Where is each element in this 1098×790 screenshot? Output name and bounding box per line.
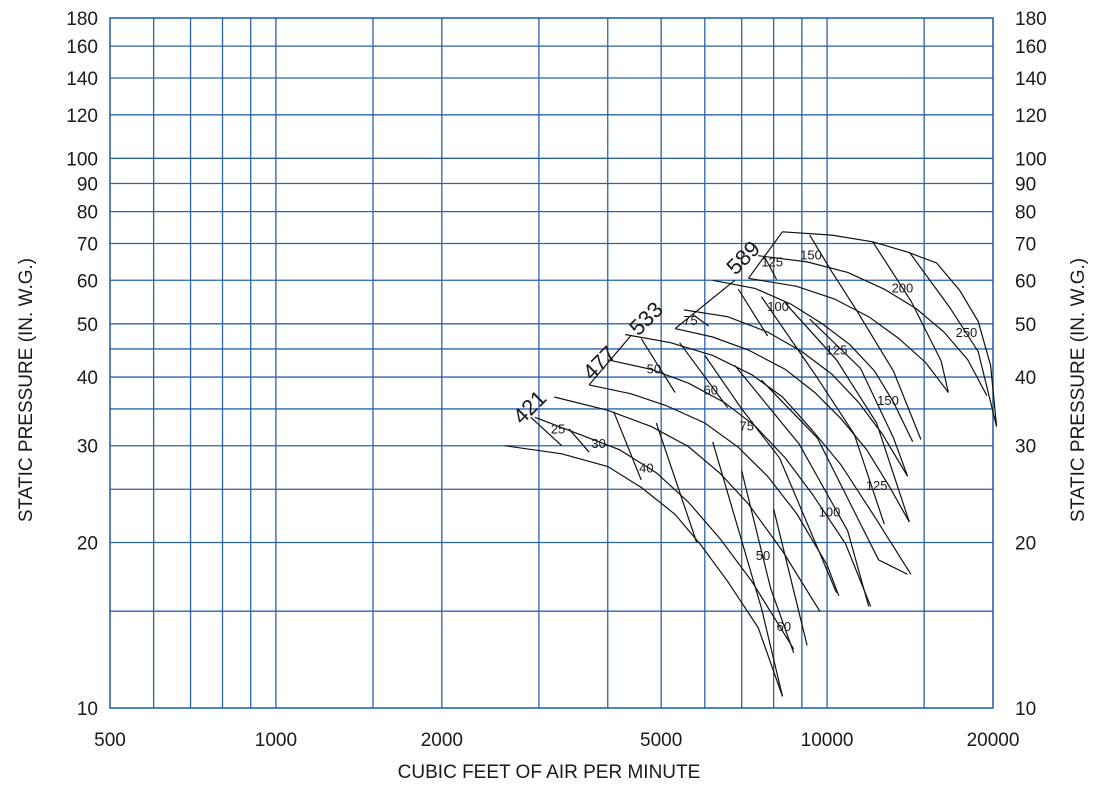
y-tick-label-right: 30 (1015, 437, 1036, 458)
y-tick-label-left: 20 (77, 534, 98, 555)
horsepower-line (588, 335, 632, 386)
y-tick-label-left: 100 (66, 149, 98, 170)
fan-curves: 2530405060421506075100125477751001251505… (504, 231, 998, 697)
y-tick-label-left: 10 (77, 699, 98, 720)
x-tick-label: 500 (94, 730, 126, 751)
x-axis-title: CUBIC FEET OF AIR PER MINUTE (398, 762, 701, 783)
pressure-curve (504, 445, 784, 697)
horsepower-line (760, 379, 908, 575)
y-tick-label-right: 50 (1015, 315, 1036, 336)
horsepower-line (568, 428, 590, 453)
y-tick-label-left: 40 (77, 368, 98, 389)
horsepower-line (737, 288, 769, 337)
horsepower-label: 25 (551, 421, 565, 436)
grid-lines (110, 18, 993, 708)
y-tick-label-left: 160 (66, 37, 98, 58)
pressure-curve (748, 277, 949, 393)
horsepower-label: 60 (703, 382, 717, 397)
horsepower-label: 125 (866, 478, 888, 493)
x-tick-label: 5000 (640, 730, 682, 751)
y-tick-label-right: 10 (1015, 699, 1036, 720)
plot-frame (109, 17, 994, 709)
horsepower-line (763, 256, 778, 280)
rpm-label: 421 (508, 385, 552, 429)
pressure-curve (712, 279, 914, 443)
pressure-curve (758, 255, 988, 396)
horsepower-line (784, 302, 910, 523)
horsepower-line (674, 279, 736, 330)
horsepower-line (692, 313, 710, 327)
horsepower-label: 50 (647, 362, 661, 377)
pressure-curve (782, 231, 998, 427)
y-tick-label-left: 60 (77, 271, 98, 292)
y-tick-label-right: 20 (1015, 534, 1036, 555)
horsepower-line (613, 411, 642, 481)
y-tick-label-right: 70 (1015, 234, 1036, 255)
y-tick-label-right: 160 (1015, 37, 1047, 58)
y-tick-label-left: 90 (77, 174, 98, 195)
y-tick-label-left: 180 (66, 9, 98, 30)
horsepower-label: 200 (892, 281, 914, 296)
horsepower-line (640, 338, 676, 393)
x-tick-label: 20000 (967, 730, 1020, 751)
horsepower-line (655, 422, 698, 543)
rpm-label: 477 (578, 341, 622, 385)
y-tick-label-left: 50 (77, 315, 98, 336)
y-tick-label-left: 30 (77, 437, 98, 458)
horsepower-line (809, 234, 922, 440)
y-tick-label-left: 140 (66, 69, 98, 90)
horsepower-label: 60 (777, 619, 791, 634)
y-tick-label-right: 90 (1015, 174, 1036, 195)
horsepower-line (908, 251, 998, 427)
y-tick-label-left: 80 (77, 203, 98, 224)
horsepower-label: 100 (767, 299, 789, 314)
horsepower-line (809, 318, 909, 477)
y-tick-label-right: 80 (1015, 203, 1036, 224)
y-tick-label-right: 100 (1015, 149, 1047, 170)
x-tick-label: 1000 (255, 730, 297, 751)
pressure-curve (624, 333, 912, 575)
fan-group-477: 50 60 75 100 125 477 (578, 333, 912, 607)
horsepower-label: 150 (877, 393, 899, 408)
horsepower-label: 40 (639, 461, 653, 476)
rpm-label: 589 (721, 236, 765, 280)
y-tick-label-right: 40 (1015, 368, 1036, 389)
x-tick-label: 2000 (421, 730, 463, 751)
horsepower-label: 30 (591, 436, 605, 451)
fan-group-421: 25 30 40 50 60 421 (504, 385, 821, 697)
horsepower-line (704, 355, 838, 594)
horsepower-line (872, 241, 949, 393)
pressure-curve (674, 328, 910, 523)
y-tick-label-left: 120 (66, 106, 98, 127)
horsepower-label: 150 (800, 247, 822, 262)
horsepower-line (679, 342, 729, 408)
y-axis-title-left: STATIC PRESSURE (IN. W.G.) (16, 258, 37, 522)
y-tick-label-right: 60 (1015, 271, 1036, 292)
horsepower-line (734, 365, 870, 607)
horsepower-label: 75 (683, 313, 697, 328)
y-tick-label-right: 140 (1015, 69, 1047, 90)
horsepower-line (530, 416, 563, 447)
horsepower-label: 125 (826, 342, 848, 357)
y-tick-label-right: 180 (1015, 9, 1047, 30)
pressure-curve (534, 416, 795, 650)
horsepower-line (712, 441, 784, 697)
pressure-curve (607, 359, 872, 607)
horsepower-label: 250 (956, 325, 978, 340)
horsepower-line (741, 470, 795, 654)
axis-ticks: 500 1000 2000 5000 10000 20000 10 10 20 20 30 30 40 4… (66, 9, 1046, 751)
horsepower-label: 100 (819, 505, 841, 520)
y-tick-label-right: 120 (1015, 106, 1047, 127)
horsepower-line (747, 231, 783, 279)
horsepower-label: 75 (740, 418, 754, 433)
y-tick-label-left: 70 (77, 234, 98, 255)
horsepower-line (773, 509, 808, 646)
x-tick-label: 10000 (801, 730, 854, 751)
horsepower-label: 125 (761, 254, 783, 269)
pressure-curve (554, 396, 821, 612)
horsepower-label: 50 (756, 548, 770, 563)
y-axis-title-right: STATIC PRESSURE (IN. W.G.) (1068, 258, 1089, 522)
horsepower-line (760, 296, 885, 525)
